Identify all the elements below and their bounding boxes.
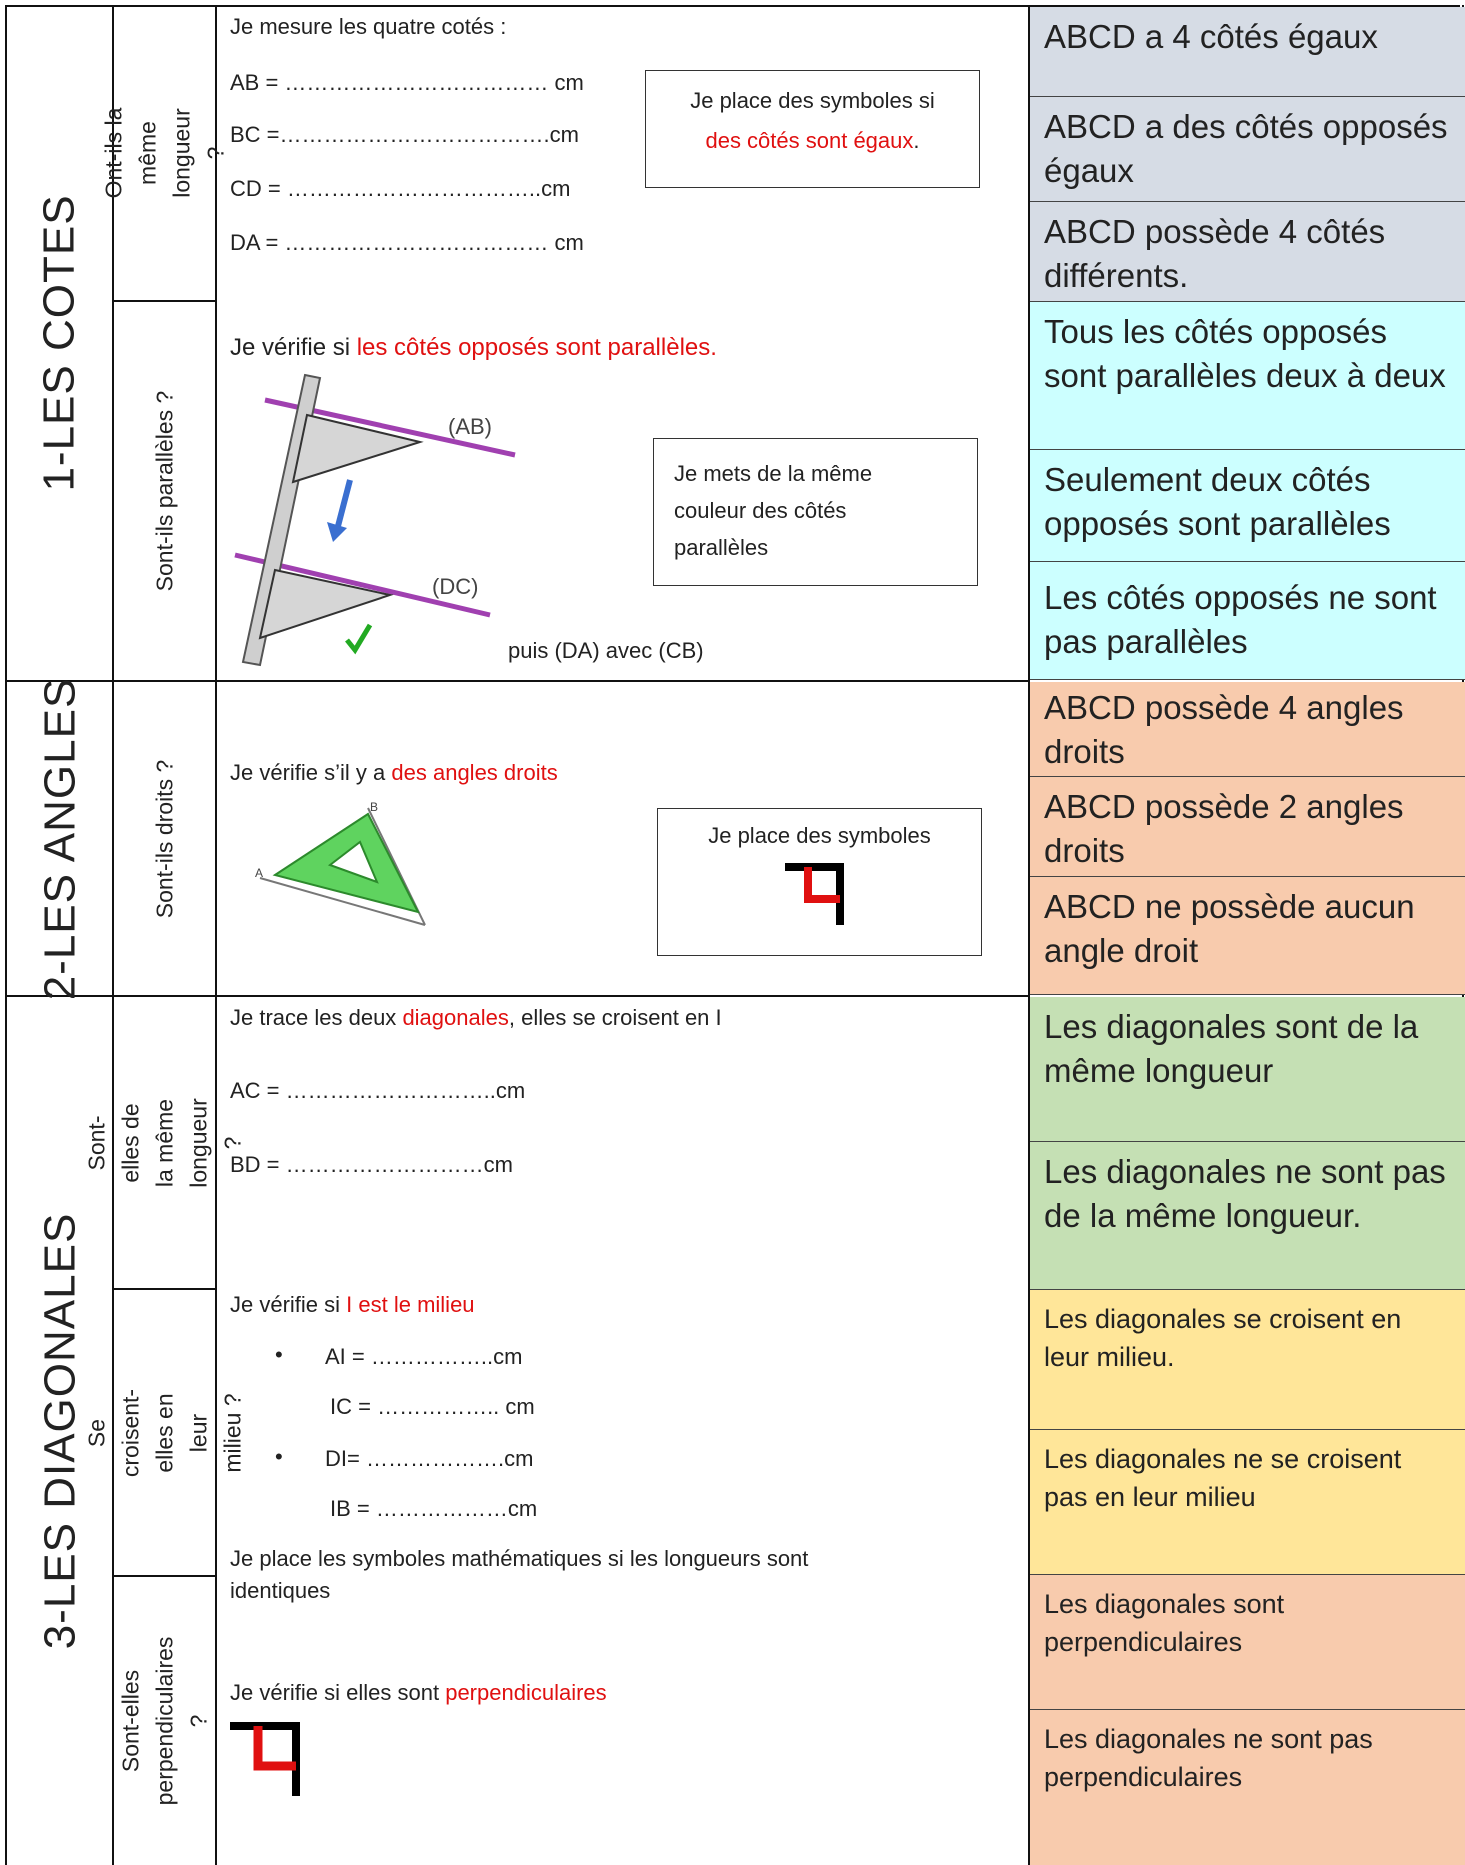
option-tous-paralleles[interactable]: Tous les côtés opposés sont parallèles d… bbox=[1030, 302, 1465, 450]
option-2-angles-droits[interactable]: ABCD possède 2 angles droits bbox=[1030, 777, 1465, 877]
question-paralleles: Sont-ils parallèles ? bbox=[151, 390, 178, 592]
section-divider-2 bbox=[5, 995, 1030, 997]
symboles-line-1: Je place les symboles mathématiques si l… bbox=[230, 1546, 809, 1571]
color-note-box: Je mets de la même couleur des côtés par… bbox=[653, 438, 978, 586]
symbols-note-box: Je place des symboles si des côtés sont … bbox=[645, 70, 980, 188]
puis-da-cb: puis (DA) avec (CB) bbox=[508, 638, 704, 663]
option-diag-pas-milieu[interactable]: Les diagonales ne se croisent pas en leu… bbox=[1030, 1430, 1465, 1575]
grid-left-border bbox=[5, 5, 7, 1865]
option-cotes-egaux[interactable]: ABCD a 4 côtés égaux bbox=[1030, 7, 1465, 97]
option-diag-pas-meme-longueur[interactable]: Les diagonales ne sont pas de la même lo… bbox=[1030, 1142, 1465, 1290]
grid-col-divider-2 bbox=[215, 5, 217, 1865]
perp-instruction: Je vérifie si elles sont perpendiculaire… bbox=[230, 1680, 607, 1705]
right-angle-symbol-icon bbox=[230, 1722, 300, 1796]
question-droits: Sont-ils droits ? bbox=[151, 759, 178, 918]
option-pas-paralleles[interactable]: Les côtés opposés ne sont pas parallèles bbox=[1030, 562, 1465, 680]
section-label-angles: 2-LES ANGLES bbox=[35, 677, 85, 1000]
question-meme-longueur: Ont-ils la même longueur ? bbox=[100, 107, 229, 198]
measure-ib: IB = ………………cm bbox=[330, 1496, 538, 1521]
option-diag-meme-longueur[interactable]: Les diagonales sont de la même longueur bbox=[1030, 997, 1465, 1142]
symboles-line-2: identiques bbox=[230, 1578, 331, 1603]
cotes-intro: Je mesure les quatre cotés : bbox=[230, 14, 507, 39]
bullet-2: • bbox=[275, 1444, 283, 1469]
measure-ab: AB = ……………………………… cm bbox=[230, 70, 584, 95]
set-square-ruler-icon bbox=[259, 807, 426, 926]
question-perpendiculaires: Sont-elles perpendiculaires ? bbox=[117, 1636, 212, 1806]
row-divider-diag-2 bbox=[112, 1575, 217, 1577]
measure-ac: AC = ………………………..cm bbox=[230, 1078, 526, 1103]
grid-col-divider-3 bbox=[1028, 5, 1030, 1865]
label-dc: (DC) bbox=[432, 574, 479, 599]
measure-ic: IC = …………….. cm bbox=[330, 1394, 535, 1419]
arrow-down-icon bbox=[327, 479, 353, 542]
option-cotes-differents[interactable]: ABCD possède 4 côtés différents. bbox=[1030, 202, 1465, 302]
angle-symbol-box: Je place des symboles bbox=[657, 808, 982, 956]
milieu-instruction: Je vérifie si I est le milieu bbox=[230, 1292, 475, 1317]
option-4-angles-droits[interactable]: ABCD possède 4 angles droits bbox=[1030, 682, 1465, 777]
question-milieu: Se croisent-elles en leur milieu ? bbox=[83, 1388, 246, 1477]
grid-top-border bbox=[5, 5, 1460, 7]
measure-bd: BD = ………………………cm bbox=[230, 1152, 513, 1177]
option-aucun-angle-droit[interactable]: ABCD ne possède aucun angle droit bbox=[1030, 877, 1465, 995]
measure-di: DI= ……………….cm bbox=[325, 1446, 534, 1471]
label-ab: (AB) bbox=[448, 414, 492, 439]
check-mark-icon bbox=[345, 623, 373, 655]
option-diag-milieu[interactable]: Les diagonales se croisent en leur milie… bbox=[1030, 1290, 1465, 1430]
section-divider-1 bbox=[5, 680, 1030, 682]
parallel-instruction: Je vérifie si les côtés opposés sont par… bbox=[230, 334, 717, 361]
option-deux-paralleles[interactable]: Seulement deux côtés opposés sont parall… bbox=[1030, 450, 1465, 562]
option-cotes-opposes-egaux[interactable]: ABCD a des côtés opposés égaux bbox=[1030, 97, 1465, 202]
bullet-1: • bbox=[275, 1342, 283, 1367]
parallel-ruler-illustration bbox=[234, 373, 516, 667]
question-diag-longueur: Sont-elles de la même longueur ? bbox=[83, 1097, 246, 1188]
set-square-top bbox=[291, 413, 424, 484]
right-angle-symbol-icon bbox=[784, 863, 844, 925]
row-divider-diag-1 bbox=[112, 1288, 217, 1290]
row-divider-cotes bbox=[112, 300, 217, 302]
angle-point-a: A bbox=[255, 866, 264, 880]
angles-instruction: Je vérifie s’il y a des angles droits bbox=[230, 760, 558, 785]
set-square-bottom bbox=[258, 568, 394, 640]
option-diag-perpendiculaires[interactable]: Les diagonales sont perpendiculaires bbox=[1030, 1575, 1465, 1710]
measure-ai: AI = ……………..cm bbox=[325, 1344, 523, 1369]
measure-cd: CD = ……………………………..cm bbox=[230, 176, 571, 201]
grid-col-divider-1 bbox=[112, 5, 114, 1865]
measure-da: DA = ……………………………… cm bbox=[230, 230, 584, 255]
measure-bc: BC =……………………………….cm bbox=[230, 122, 579, 147]
option-diag-pas-perpendiculaires[interactable]: Les diagonales ne sont pas perpendiculai… bbox=[1030, 1710, 1465, 1865]
diag-trace: Je trace les deux diagonales, elles se c… bbox=[230, 1005, 722, 1030]
angle-point-b: B bbox=[370, 800, 379, 814]
